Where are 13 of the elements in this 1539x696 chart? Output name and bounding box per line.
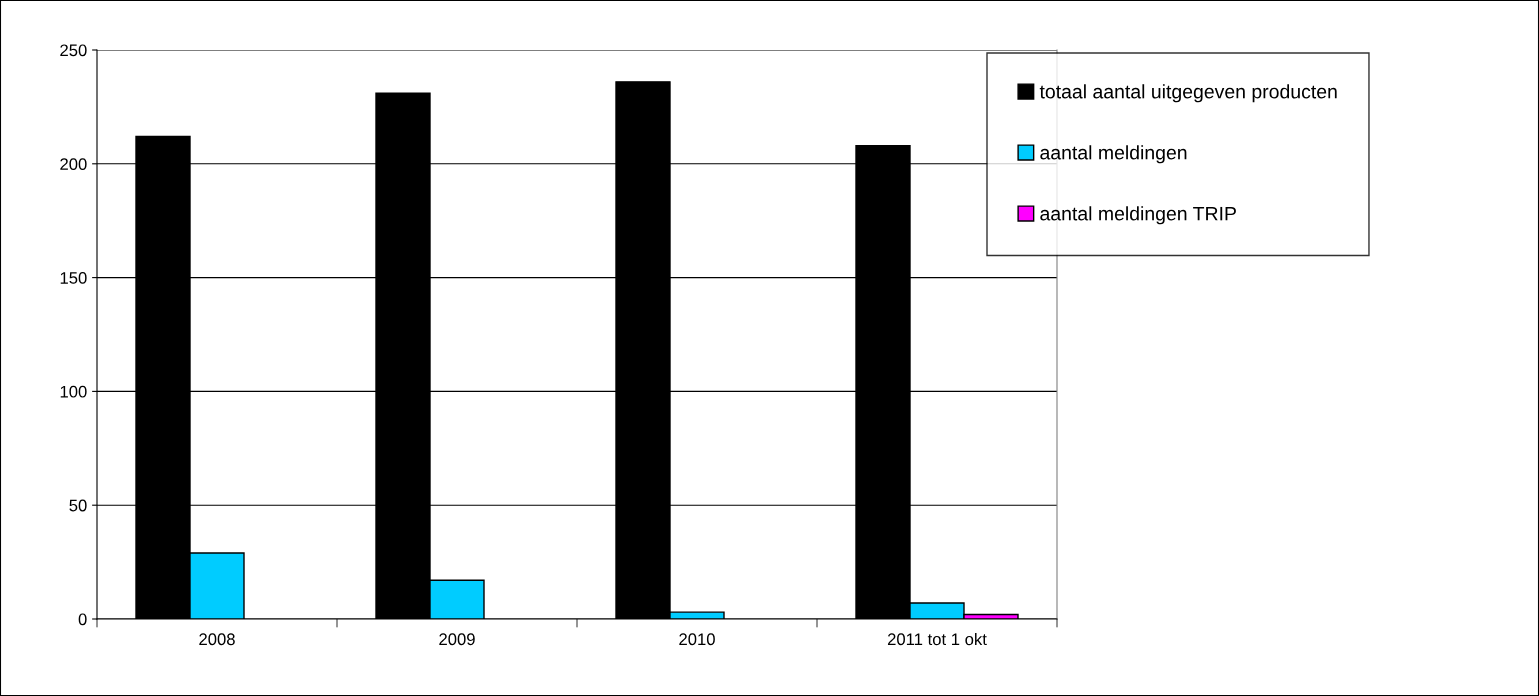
legend-label: totaal aantal uitgegeven producten xyxy=(1039,84,1337,103)
y-tick-label: 0 xyxy=(78,613,87,626)
y-tick-label: 250 xyxy=(60,44,87,57)
legend-label: aantal meldingen TRIP xyxy=(1040,206,1236,225)
legend-label: aantal meldingen xyxy=(1040,145,1187,164)
x-tick-label: 2008 xyxy=(199,633,235,646)
x-tick-label: 2009 xyxy=(439,633,475,646)
y-tick-label: 200 xyxy=(60,158,87,170)
y-tick-label: 50 xyxy=(69,499,87,512)
x-tick-label: 2010 xyxy=(679,633,715,646)
y-tick-label: 150 xyxy=(60,272,87,284)
x-tick-label: 2011 tot 1 okt xyxy=(887,632,987,646)
y-tick-label: 100 xyxy=(60,385,87,398)
